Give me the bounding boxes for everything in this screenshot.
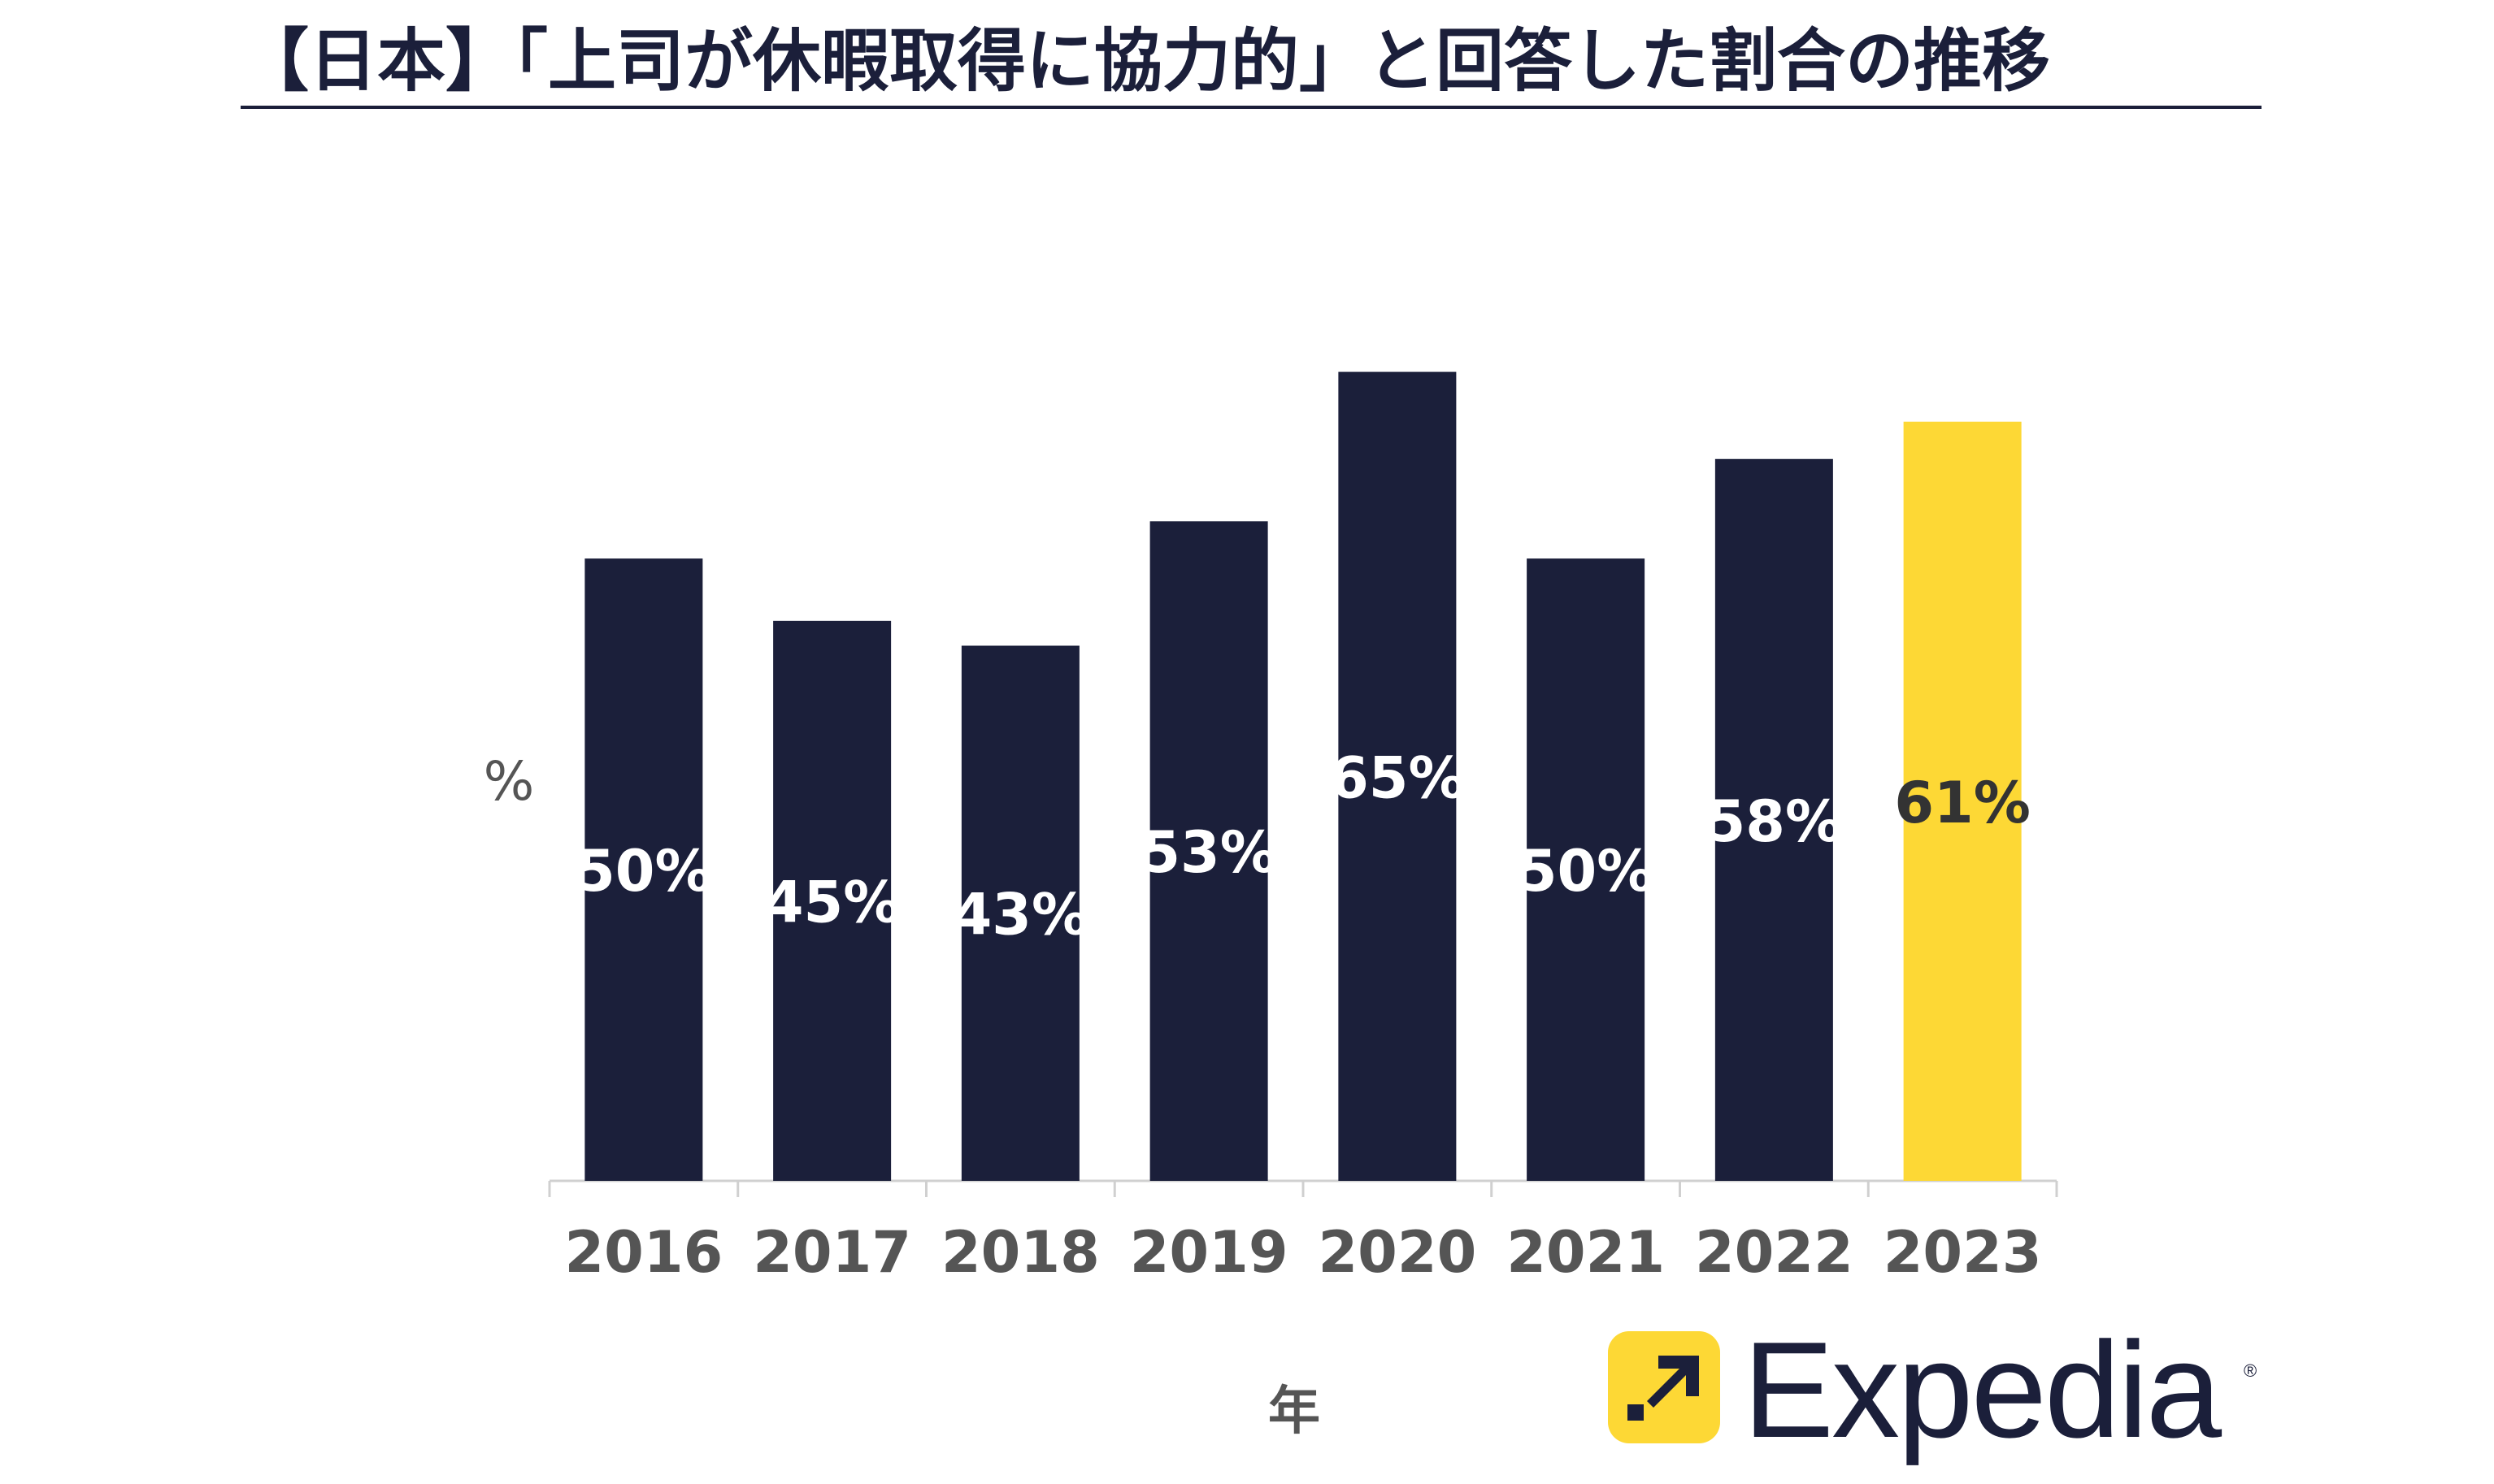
bar-2018: [961, 645, 1080, 1181]
expedia-wordmark: Expedia: [1743, 1313, 2222, 1466]
x-tick-label-2018: 2018: [941, 1219, 1100, 1286]
chart-title: 【日本】「上司が休暇取得に協力的」と回答した割合の推移: [241, 16, 2262, 109]
expedia-arrow-icon: [1608, 1331, 1720, 1443]
x-axis-label: 年: [1268, 1382, 1320, 1442]
x-tick-label-2019: 2019: [1130, 1219, 1288, 1286]
bar-2022: [1714, 458, 1833, 1181]
data-label-2021: 50%: [1518, 838, 1654, 905]
x-tick-label-2023: 2023: [1884, 1219, 2042, 1286]
bar-2023: [1903, 421, 2022, 1181]
bar-2016: [584, 558, 703, 1181]
data-label-2022: 58%: [1706, 788, 1843, 855]
bar-2017: [773, 620, 892, 1181]
data-label-2023: 61%: [1894, 770, 2031, 836]
x-tick-label-2017: 2017: [753, 1219, 911, 1286]
x-tick-label-2016: 2016: [564, 1219, 723, 1286]
data-label-2019: 53%: [1141, 819, 1277, 886]
x-tick-label-2021: 2021: [1506, 1219, 1665, 1286]
expedia-logo: Expedia ®: [1608, 1321, 2257, 1460]
bar-2020: [1338, 371, 1457, 1182]
x-tick-label-2022: 2022: [1695, 1219, 1853, 1286]
y-axis-label: %: [484, 750, 535, 813]
x-tick-label-2020: 2020: [1318, 1219, 1476, 1286]
registered-mark: ®: [2244, 1360, 2257, 1381]
bar-2021: [1527, 558, 1645, 1181]
bar-2019: [1149, 521, 1268, 1181]
data-label-2018: 43%: [953, 882, 1089, 948]
data-label-2017: 45%: [764, 869, 901, 935]
data-label-2016: 50%: [576, 838, 712, 905]
data-label-2020: 65%: [1329, 744, 1466, 811]
